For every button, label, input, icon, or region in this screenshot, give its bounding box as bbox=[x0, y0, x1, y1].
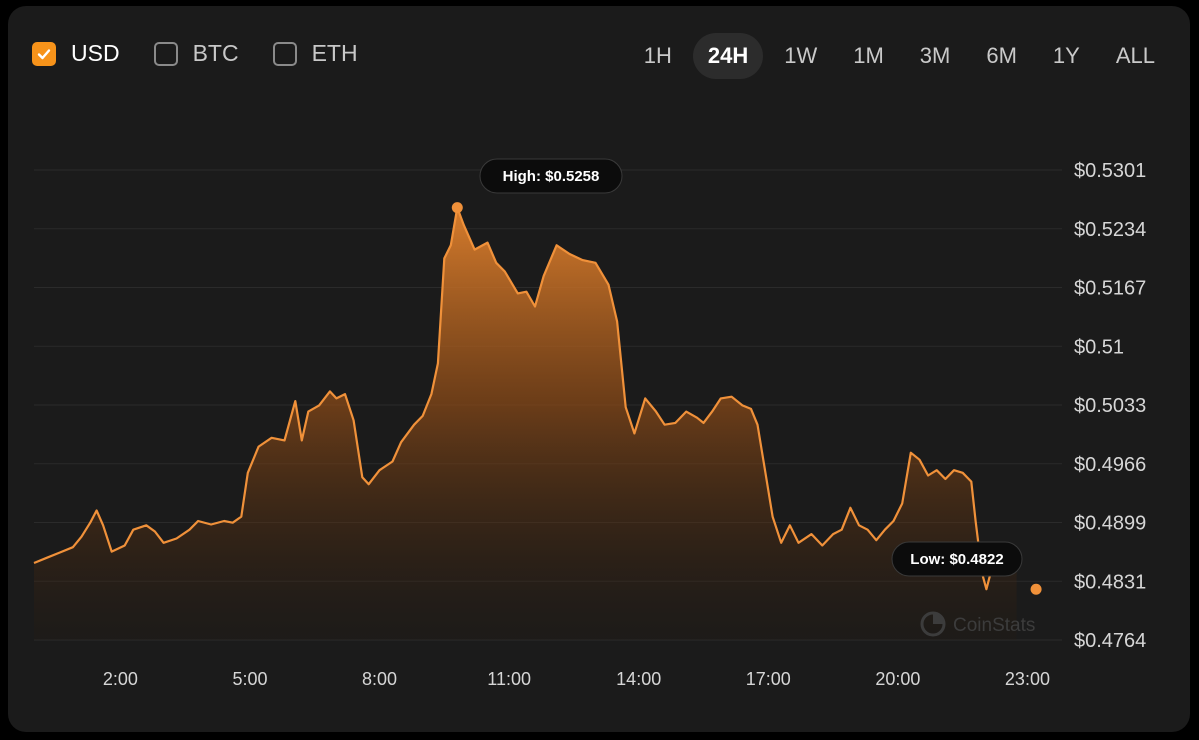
range-tab-1y[interactable]: 1Y bbox=[1052, 43, 1080, 68]
range-tab-24h[interactable]: 24H bbox=[692, 33, 764, 79]
low-marker-box bbox=[891, 541, 1023, 577]
x-tick-label: 11:00 bbox=[487, 669, 531, 689]
y-tick-label: $0.4899 bbox=[1074, 513, 1146, 535]
checkmark-icon bbox=[37, 48, 51, 59]
x-axis-labels: 2:00 5:00 8:00 11:00 14:00 17:00 20:00 23:00 bbox=[103, 669, 1050, 689]
high-low-markers: High: $0.5258 Low: $0.4822 bbox=[451, 158, 1042, 595]
x-tick-label: 14:00 bbox=[616, 669, 661, 689]
price-line bbox=[33, 206, 1018, 591]
price-chart-card: USD BTC ETH 1H 24H 1W 1M 3M 6M 1Y ALL bbox=[8, 6, 1190, 732]
price-chart: $0.5301 $0.5234 $0.5167 $0.51 $0.5033 $0.4966… bbox=[33, 158, 1146, 689]
chart-toolbar: USD BTC ETH 1H 24H 1W 1M 3M 6M 1Y ALL bbox=[8, 6, 1190, 106]
currency-toggle-btc[interactable]: BTC bbox=[153, 40, 239, 67]
currency-toggle-usd[interactable]: USD bbox=[32, 40, 120, 67]
range-tab-1h[interactable]: 1H bbox=[643, 43, 672, 68]
range-tab-1m[interactable]: 1M bbox=[853, 43, 884, 68]
x-tick-label: 17:00 bbox=[746, 669, 791, 689]
high-marker-box bbox=[479, 158, 623, 194]
high-marker: High: $0.5258 bbox=[451, 158, 623, 214]
coinstats-logo-segment bbox=[933, 613, 944, 624]
low-marker-dot bbox=[1030, 583, 1042, 595]
y-tick-label: $0.5167 bbox=[1074, 278, 1146, 300]
y-tick-label: $0.51 bbox=[1074, 336, 1124, 358]
low-marker-label: Low: $0.4822 bbox=[910, 551, 1003, 568]
checkbox-usd[interactable] bbox=[32, 41, 56, 66]
low-marker: Low: $0.4822 bbox=[891, 541, 1042, 595]
y-tick-label: $0.4966 bbox=[1074, 454, 1146, 476]
high-marker-label: High: $0.5258 bbox=[503, 168, 600, 185]
x-tick-label: 5:00 bbox=[232, 669, 267, 689]
time-range-tabs: 1H 24H 1W 1M 3M 6M 1Y ALL bbox=[623, 33, 1170, 79]
price-area-fill bbox=[34, 207, 1017, 640]
y-axis-labels: $0.5301 $0.5234 $0.5167 $0.51 $0.5033 $0.4966… bbox=[1074, 160, 1146, 652]
x-tick-label: 23:00 bbox=[1005, 669, 1050, 689]
x-tick-label: 2:00 bbox=[103, 669, 138, 689]
watermark-text: CoinStats bbox=[953, 615, 1035, 636]
range-tab-3m[interactable]: 3M bbox=[919, 43, 951, 68]
y-tick-label: $0.5033 bbox=[1074, 395, 1146, 417]
y-tick-label: $0.5234 bbox=[1074, 219, 1146, 241]
currency-label-eth: ETH bbox=[311, 40, 358, 66]
range-tab-1w[interactable]: 1W bbox=[784, 43, 818, 68]
currency-label-btc: BTC bbox=[192, 40, 239, 66]
y-tick-label: $0.4831 bbox=[1074, 571, 1146, 593]
checkbox-btc[interactable] bbox=[153, 41, 178, 66]
currency-toggles: USD BTC ETH bbox=[32, 40, 392, 67]
y-tick-label: $0.4764 bbox=[1074, 630, 1146, 652]
y-tick-label: $0.5301 bbox=[1074, 160, 1146, 182]
currency-toggle-eth[interactable]: ETH bbox=[272, 40, 358, 67]
high-marker-dot bbox=[451, 202, 463, 214]
price-area bbox=[33, 206, 1018, 640]
watermark: CoinStats bbox=[920, 611, 1035, 637]
currency-label-usd: USD bbox=[71, 40, 120, 66]
range-tab-6m[interactable]: 6M bbox=[986, 43, 1017, 68]
range-tab-all[interactable]: ALL bbox=[1115, 43, 1155, 68]
x-tick-label: 20:00 bbox=[875, 669, 920, 689]
x-tick-label: 8:00 bbox=[362, 669, 397, 689]
checkbox-eth[interactable] bbox=[272, 41, 297, 66]
